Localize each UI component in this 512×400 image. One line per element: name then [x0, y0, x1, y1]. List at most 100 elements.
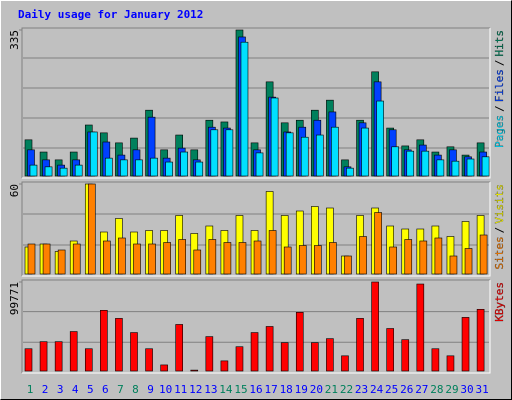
bar — [416, 283, 425, 372]
bar — [371, 281, 379, 372]
x-tick-label: 16 — [249, 383, 262, 396]
bar — [163, 242, 171, 275]
legend-entry: Hits — [493, 30, 506, 57]
bar — [404, 239, 413, 275]
bar — [195, 161, 204, 177]
legend-entry: Pages — [493, 115, 506, 148]
x-tick-label: 28 — [430, 383, 443, 396]
bar — [59, 167, 68, 177]
y-tick-label: 335 — [8, 30, 21, 50]
bar — [105, 157, 113, 177]
bar — [265, 326, 274, 372]
x-tick-label: 13 — [204, 383, 217, 396]
x-tick-label: 23 — [355, 383, 368, 396]
bar — [283, 246, 292, 275]
panel-bevel — [21, 279, 490, 373]
bar — [434, 237, 443, 275]
bar — [346, 167, 354, 177]
bar — [190, 369, 199, 372]
bar — [446, 355, 455, 372]
bar — [311, 342, 319, 372]
bar — [419, 240, 428, 275]
bar — [220, 360, 229, 372]
bar — [359, 236, 367, 275]
bar — [295, 312, 304, 372]
bar — [250, 332, 259, 372]
bar — [208, 239, 217, 275]
bar — [253, 240, 262, 275]
bar — [341, 355, 349, 372]
panel-bevel — [21, 27, 490, 178]
x-tick-label: 21 — [325, 383, 338, 396]
bar — [84, 348, 93, 372]
x-tick-label: 17 — [264, 383, 277, 396]
legend-separator: / — [493, 227, 506, 234]
bar — [69, 331, 78, 372]
bar — [72, 243, 81, 275]
bar — [133, 243, 141, 275]
x-tick-label: 12 — [189, 383, 202, 396]
bar — [42, 243, 51, 275]
bar — [223, 242, 232, 275]
bar — [238, 242, 247, 275]
bar — [255, 152, 264, 177]
bar — [270, 97, 279, 177]
bar — [356, 318, 364, 372]
bar — [205, 336, 214, 372]
bar — [401, 339, 410, 372]
panel-bevel — [22, 182, 491, 277]
x-tick-label: 29 — [445, 383, 458, 396]
x-tick-label: 20 — [310, 383, 323, 396]
bar — [235, 346, 244, 372]
bar — [314, 245, 322, 275]
bar — [178, 239, 186, 275]
bar — [145, 348, 153, 372]
legend-entry: Files — [493, 69, 506, 102]
bar — [285, 132, 294, 177]
bar — [193, 249, 202, 275]
series-legend: KBytes — [493, 282, 506, 322]
bar — [135, 159, 143, 177]
bar — [476, 308, 485, 372]
x-tick-label: 4 — [72, 383, 79, 396]
x-tick-label: 11 — [174, 383, 187, 396]
bar — [280, 342, 289, 372]
bar — [29, 164, 38, 177]
panel-bevel — [21, 181, 490, 276]
y-tick-label: 99771 — [8, 282, 21, 315]
y-tick-label: 60 — [8, 184, 21, 197]
bar — [57, 249, 66, 275]
x-tick-label: 22 — [340, 383, 353, 396]
bar — [461, 317, 470, 372]
bar — [54, 341, 63, 372]
bar — [331, 126, 339, 177]
x-tick-label: 2 — [42, 383, 49, 396]
x-tick-label: 6 — [102, 383, 109, 396]
x-tick-label: 7 — [117, 383, 124, 396]
bar — [326, 338, 334, 372]
bar — [298, 245, 307, 275]
panel-bevel — [22, 280, 491, 374]
legend-entry: Visits — [493, 184, 506, 224]
bar — [160, 364, 168, 372]
bar — [225, 129, 234, 177]
bar — [361, 127, 369, 177]
bar — [87, 183, 96, 275]
bar — [150, 157, 158, 177]
x-tick-label: 1 — [27, 383, 34, 396]
bar — [103, 240, 111, 275]
bar — [451, 160, 460, 177]
bar — [165, 161, 173, 177]
bar — [479, 234, 488, 275]
legend-entry: KBytes — [493, 282, 506, 322]
bar — [436, 159, 445, 177]
bar — [89, 131, 98, 177]
bar — [376, 100, 384, 177]
x-tick-label: 9 — [147, 383, 154, 396]
bar — [421, 150, 430, 177]
bar — [374, 212, 382, 275]
bar — [268, 230, 277, 275]
x-tick-label: 14 — [219, 383, 233, 396]
bar — [240, 41, 249, 177]
